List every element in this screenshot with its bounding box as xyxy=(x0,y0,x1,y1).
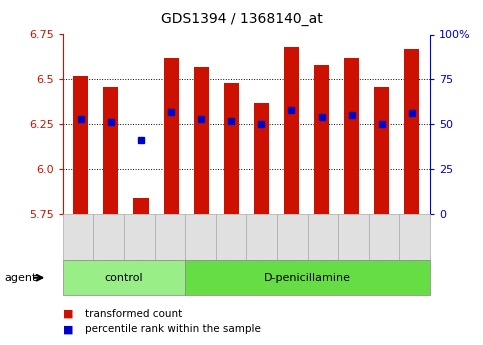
Bar xyxy=(73,76,88,214)
Text: GDS1394 / 1368140_at: GDS1394 / 1368140_at xyxy=(161,12,322,26)
Bar xyxy=(284,47,299,214)
Bar xyxy=(103,87,118,214)
Text: ■: ■ xyxy=(63,325,73,334)
Bar xyxy=(344,58,359,214)
Bar xyxy=(194,67,209,214)
Bar xyxy=(224,83,239,214)
Bar xyxy=(314,65,329,214)
Text: agent: agent xyxy=(5,273,37,283)
Text: percentile rank within the sample: percentile rank within the sample xyxy=(85,325,260,334)
Text: ■: ■ xyxy=(63,309,73,319)
Bar xyxy=(374,87,389,214)
Bar xyxy=(164,58,179,214)
Text: control: control xyxy=(105,273,143,283)
Bar xyxy=(254,103,269,214)
Bar xyxy=(404,49,419,214)
Text: D-penicillamine: D-penicillamine xyxy=(264,273,351,283)
Text: transformed count: transformed count xyxy=(85,309,182,319)
Bar xyxy=(133,198,149,214)
